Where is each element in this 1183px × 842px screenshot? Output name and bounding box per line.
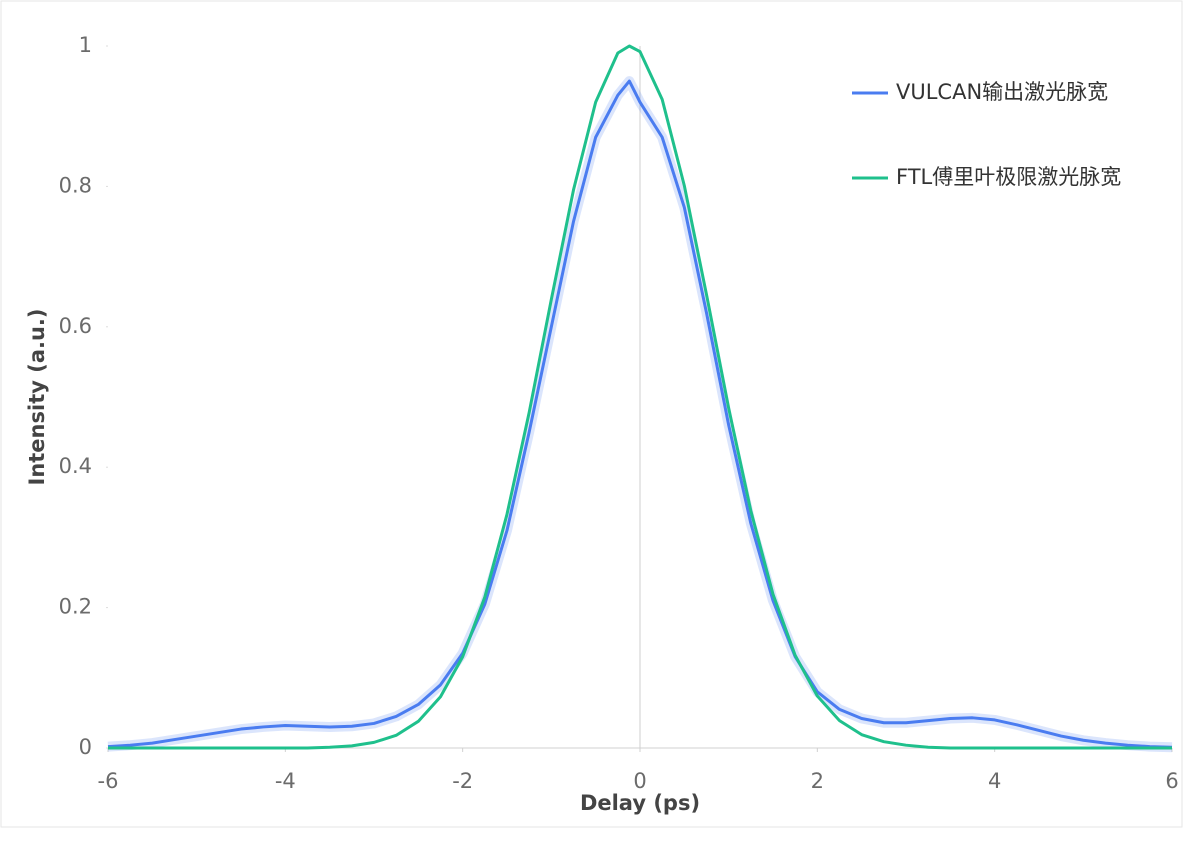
x-axis-title: Delay (ps) [580,791,700,815]
y-tick-label: 0.4 [59,454,92,478]
x-tick-label: -4 [275,769,296,793]
y-tick-label: 0 [79,735,92,759]
series-line [108,44,1172,750]
x-tick-label: 0 [633,769,646,793]
x-tick-label: -6 [98,769,119,793]
y-tick-label: 0.2 [59,595,92,619]
y-tick-label: 1 [79,33,92,57]
y-tick-label: 0.6 [59,314,92,338]
legend-label: VULCAN输出激光脉宽 [896,80,1108,104]
legend-label: FTL傅里叶极限激光脉宽 [896,165,1121,189]
y-tick-label: 0.8 [59,173,92,197]
x-tick-label: 4 [988,769,1001,793]
x-tick-label: -2 [452,769,473,793]
x-tick-label: 6 [1165,769,1178,793]
x-tick-label: 2 [811,769,824,793]
y-axis-title: Intensity (a.u.) [25,308,49,485]
series-line [107,79,1173,749]
